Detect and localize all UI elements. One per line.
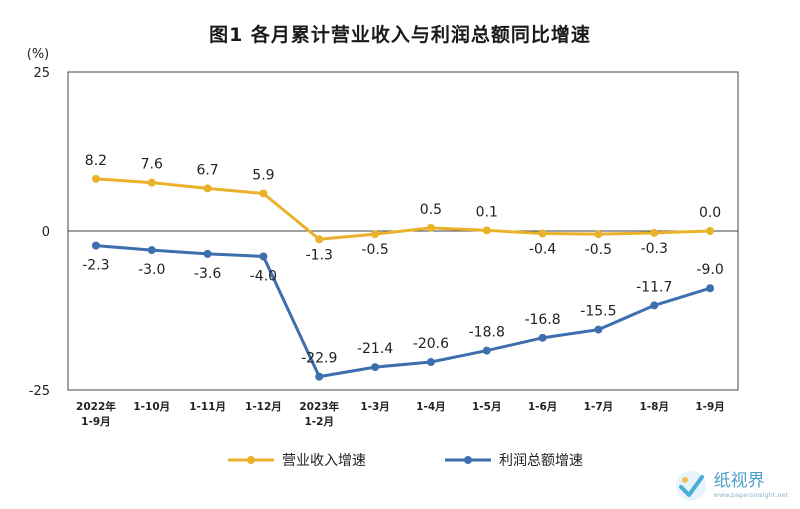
series-2-point bbox=[147, 246, 156, 255]
series-1-point bbox=[315, 235, 324, 244]
x-tick-label: 1-5月 bbox=[472, 401, 501, 413]
x-tick-label: 1-11月 bbox=[189, 401, 226, 413]
series-1-point bbox=[203, 184, 212, 193]
y-unit-label: (%) bbox=[27, 47, 50, 62]
y-tick-label: 25 bbox=[33, 66, 50, 81]
x-tick-label: 2022年 bbox=[76, 400, 116, 413]
series-1-data-label: -1.3 bbox=[306, 247, 333, 263]
x-tick-label: 1-8月 bbox=[640, 401, 669, 413]
watermark-name: 纸视界 bbox=[713, 471, 765, 492]
x-tick-label: 2023年 bbox=[299, 400, 339, 413]
series-1-point bbox=[259, 189, 268, 198]
x-tick-label: 1-6月 bbox=[528, 401, 557, 413]
series-1-point bbox=[594, 230, 603, 239]
series-line-1 bbox=[95, 177, 711, 241]
series-1-data-label: -0.5 bbox=[585, 242, 612, 258]
x-tick-label: 1-9月 bbox=[695, 401, 724, 413]
series-2-data-label: -15.5 bbox=[580, 304, 616, 320]
series-1-point bbox=[426, 223, 435, 232]
series-1-data-label: 0.1 bbox=[476, 204, 498, 220]
series-1-point bbox=[538, 229, 547, 238]
series-2-point bbox=[371, 363, 380, 372]
series-1-data-label: 7.6 bbox=[141, 157, 163, 173]
x-tick-label: 1-7月 bbox=[584, 401, 613, 413]
watermark-logo-icon bbox=[675, 471, 706, 501]
series-2-data-label: -3.0 bbox=[138, 262, 165, 278]
series-line-2 bbox=[95, 244, 711, 379]
legend-label-1: 营业收入增速 bbox=[282, 453, 366, 469]
x-tick-label: 1-12月 bbox=[245, 401, 282, 413]
legend-marker-2 bbox=[464, 456, 472, 464]
series-1-point bbox=[706, 227, 715, 235]
x-tick-label: 1-4月 bbox=[416, 401, 445, 413]
series-2-data-label: -3.6 bbox=[194, 266, 221, 282]
series-1-data-label: -0.5 bbox=[361, 242, 388, 258]
series-1-data-label: 8.2 bbox=[85, 153, 107, 169]
series-1-point bbox=[371, 230, 380, 239]
series-1-data-label: -0.3 bbox=[641, 241, 668, 257]
x-tick-label: 1-10月 bbox=[133, 401, 170, 413]
series-2-point bbox=[706, 284, 715, 293]
x-tick-label: 1-2月 bbox=[305, 416, 334, 428]
series-2-data-label: -11.7 bbox=[636, 279, 672, 295]
series-1-data-label: 0.0 bbox=[699, 205, 721, 221]
legend-label-2: 利润总额增速 bbox=[499, 453, 583, 469]
x-tick-label: 1-9月 bbox=[81, 416, 110, 428]
y-tick-label: -25 bbox=[29, 384, 50, 399]
series-2-data-label: -9.0 bbox=[696, 262, 723, 278]
x-tick-label: 1-3月 bbox=[360, 401, 389, 413]
legend-marker-1 bbox=[247, 456, 255, 464]
series-2-point bbox=[650, 301, 659, 310]
watermark-url: www.papersinsight.net bbox=[713, 491, 788, 500]
series-2-point bbox=[203, 249, 212, 258]
series-2-data-label: -20.6 bbox=[413, 336, 449, 352]
y-tick-label: 0 bbox=[42, 225, 50, 240]
series-1-data-label: 5.9 bbox=[252, 167, 274, 183]
series-2-point bbox=[594, 325, 603, 334]
chart-title: 图1 各月累计营业收入与利润总额同比增速 bbox=[209, 24, 591, 46]
series-2-data-label: -16.8 bbox=[524, 312, 560, 328]
series-2-data-label: -22.9 bbox=[301, 351, 337, 367]
series-2-data-label: -2.3 bbox=[82, 258, 109, 274]
series-2-point bbox=[259, 252, 268, 261]
series-1-point bbox=[482, 226, 491, 235]
series-2-data-label: -21.4 bbox=[357, 341, 393, 357]
watermark: 纸视界 www.papersinsight.net bbox=[674, 469, 788, 503]
series-1-point bbox=[147, 178, 156, 187]
series-2-point bbox=[538, 333, 547, 342]
series-1-data-label: -0.4 bbox=[529, 242, 556, 258]
series-2-data-label: -4.0 bbox=[250, 268, 277, 284]
series-2-point bbox=[426, 358, 435, 367]
series-2-data-label: -18.8 bbox=[469, 325, 505, 341]
series-2-point bbox=[482, 346, 491, 355]
series-1-point bbox=[650, 228, 659, 237]
series-1-data-label: 0.5 bbox=[420, 202, 442, 218]
series-2-point bbox=[91, 241, 100, 250]
series-1-point bbox=[91, 174, 100, 183]
series-2-point bbox=[315, 372, 324, 381]
series-1-data-label: 6.7 bbox=[196, 162, 218, 178]
